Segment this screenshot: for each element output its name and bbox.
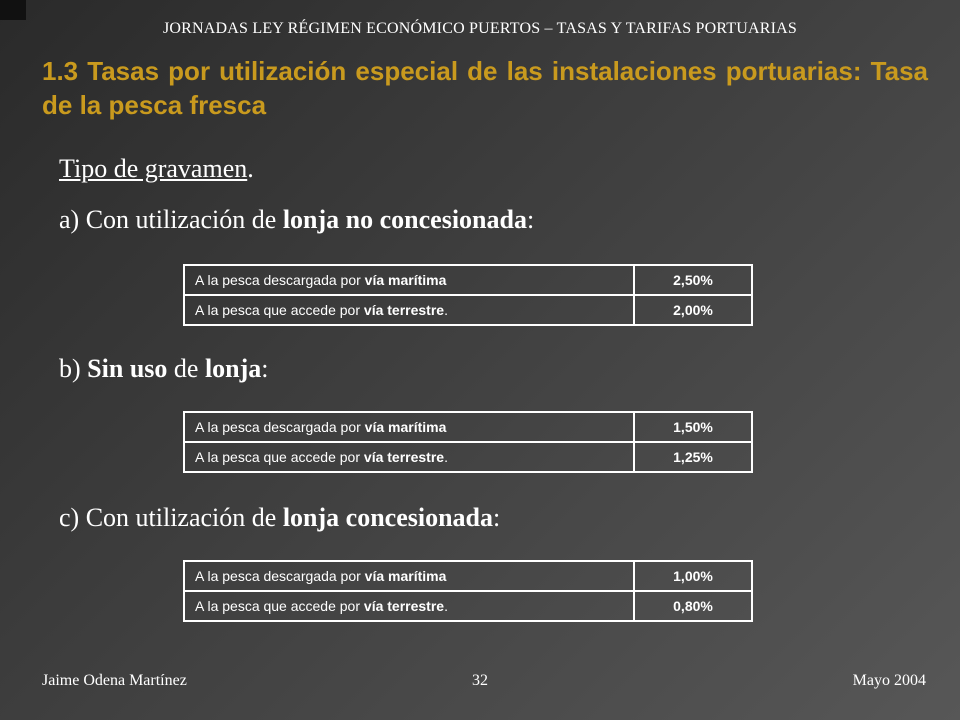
section-a-suffix: : — [526, 205, 535, 234]
row-label: A la pesca que accede por vía terrestre. — [183, 441, 635, 473]
section-b-prefix: b) — [59, 354, 88, 383]
row-label-bold: vía terrestre — [363, 302, 445, 318]
section-b-heading: b) Sin uso de lonja: — [59, 354, 269, 384]
row-label-prefix: A la pesca que accede por — [195, 449, 364, 465]
table-row: A la pesca que accede por vía terrestre.… — [183, 590, 753, 622]
table-row: A la pesca que accede por vía terrestre.… — [183, 294, 753, 326]
row-label-bold: vía terrestre — [363, 598, 445, 614]
row-label-prefix: A la pesca que accede por — [195, 598, 364, 614]
row-label-prefix: A la pesca descargada por — [195, 568, 365, 584]
section-a-prefix: a) Con utilización de — [59, 205, 283, 234]
row-label: A la pesca que accede por vía terrestre. — [183, 294, 635, 326]
row-value: 0,80% — [633, 590, 753, 622]
row-label-bold: vía marítima — [364, 568, 447, 584]
section-a-table: A la pesca descargada por vía marítima 2… — [183, 264, 753, 326]
footer-author: Jaime Odena Martínez — [42, 672, 187, 689]
section-c-prefix: c) Con utilización de — [59, 503, 283, 532]
row-label: A la pesca descargada por vía marítima — [183, 411, 635, 443]
row-value: 1,00% — [633, 560, 753, 592]
section-b-bold-2: lonja — [204, 354, 262, 383]
tipo-gravamen-label: Tipo de gravamen. — [59, 154, 254, 184]
row-label-bold: vía terrestre — [363, 449, 445, 465]
row-label-prefix: A la pesca descargada por — [195, 272, 365, 288]
row-value: 2,50% — [633, 264, 753, 296]
row-value: 1,50% — [633, 411, 753, 443]
row-value: 1,25% — [633, 441, 753, 473]
table-row: A la pesca que accede por vía terrestre.… — [183, 441, 753, 473]
row-label-bold: vía marítima — [364, 419, 447, 435]
row-value: 2,00% — [633, 294, 753, 326]
section-a-heading: a) Con utilización de lonja no concesion… — [59, 205, 534, 235]
section-c-heading: c) Con utilización de lonja concesionada… — [59, 503, 500, 533]
row-label: A la pesca descargada por vía marítima — [183, 560, 635, 592]
section-b-suffix: : — [261, 354, 269, 383]
footer-date: Mayo 2004 — [852, 672, 926, 689]
section-b-bold-1: Sin uso — [87, 354, 168, 383]
row-label: A la pesca que accede por vía terrestre. — [183, 590, 635, 622]
footer-page-number: 32 — [472, 672, 488, 689]
section-c-suffix: : — [493, 503, 501, 532]
section-b-table: A la pesca descargada por vía marítima 1… — [183, 411, 753, 473]
section-a-bold: lonja no concesionada — [282, 205, 527, 234]
row-label-prefix: A la pesca descargada por — [195, 419, 365, 435]
row-label-prefix: A la pesca que accede por — [195, 302, 364, 318]
table-row: A la pesca descargada por vía marítima 2… — [183, 264, 753, 296]
row-label-suffix: . — [444, 449, 448, 465]
section-b-middle: de — [167, 354, 205, 383]
slide-header: JORNADAS LEY RÉGIMEN ECONÓMICO PUERTOS –… — [162, 20, 798, 37]
row-label-suffix: . — [444, 598, 448, 614]
table-row: A la pesca descargada por vía marítima 1… — [183, 411, 753, 443]
row-label: A la pesca descargada por vía marítima — [183, 264, 635, 296]
section-c-bold: lonja concesionada — [282, 503, 494, 532]
slide-title: 1.3 Tasas por utilización especial de la… — [42, 56, 928, 120]
tipo-gravamen-suffix: . — [247, 154, 254, 183]
table-row: A la pesca descargada por vía marítima 1… — [183, 560, 753, 592]
corner-mark — [0, 0, 26, 20]
row-label-bold: vía marítima — [364, 272, 447, 288]
row-label-suffix: . — [444, 302, 448, 318]
section-c-table: A la pesca descargada por vía marítima 1… — [183, 560, 753, 622]
tipo-gravamen-underlined: Tipo de gravamen — [59, 154, 248, 183]
